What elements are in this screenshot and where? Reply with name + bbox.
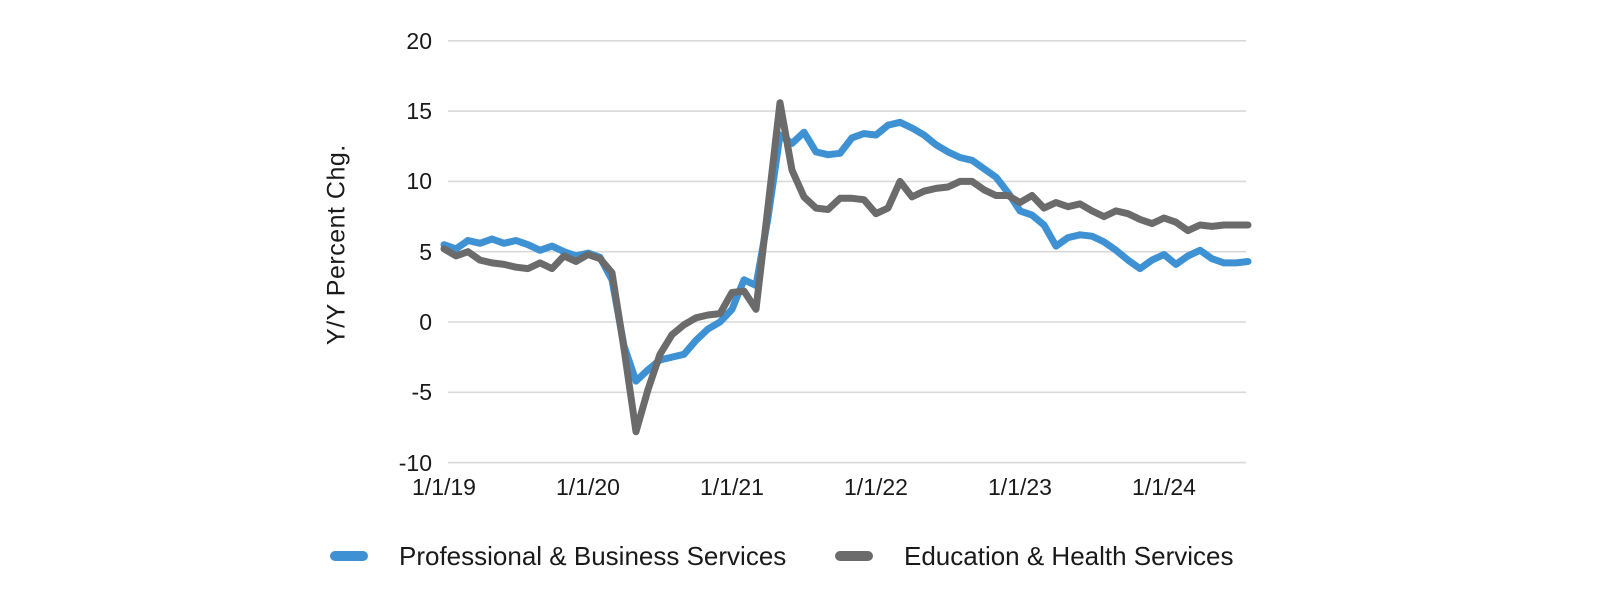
- y-tick-label: 15: [406, 98, 432, 125]
- y-tick-label: 20: [406, 27, 432, 54]
- x-tick-label: 1/1/19: [412, 474, 476, 500]
- professional-business-services-line: [440, 118, 1252, 385]
- y-tick-label: 0: [419, 309, 432, 335]
- x-tick-label: 1/1/23: [988, 474, 1052, 500]
- y-tick-label: -10: [398, 449, 432, 476]
- legend-swatch-professional-business-services: [330, 551, 368, 561]
- x-tick-label: 1/1/24: [1132, 474, 1196, 500]
- x-tick-label: 1/1/20: [556, 474, 620, 500]
- legend-item-education-health-services: Education & Health Services: [835, 536, 1234, 576]
- education-health-services-line: [440, 99, 1252, 436]
- legend-item-professional-business-services: Professional & Business Services: [330, 536, 786, 576]
- y-tick-label: 5: [419, 238, 432, 265]
- legend-label-education-health-services: Education & Health Services: [904, 540, 1234, 571]
- x-tick-label: 1/1/21: [700, 474, 764, 500]
- y-tick-label: 10: [406, 168, 432, 195]
- legend-swatch-education-health-services: [835, 551, 873, 561]
- x-tick-label: 1/1/22: [844, 474, 908, 500]
- y-tick-label: -5: [411, 379, 432, 406]
- legend-label-professional-business-services: Professional & Business Services: [399, 540, 787, 571]
- chart-legend: Professional & Business Services Educati…: [0, 536, 1619, 576]
